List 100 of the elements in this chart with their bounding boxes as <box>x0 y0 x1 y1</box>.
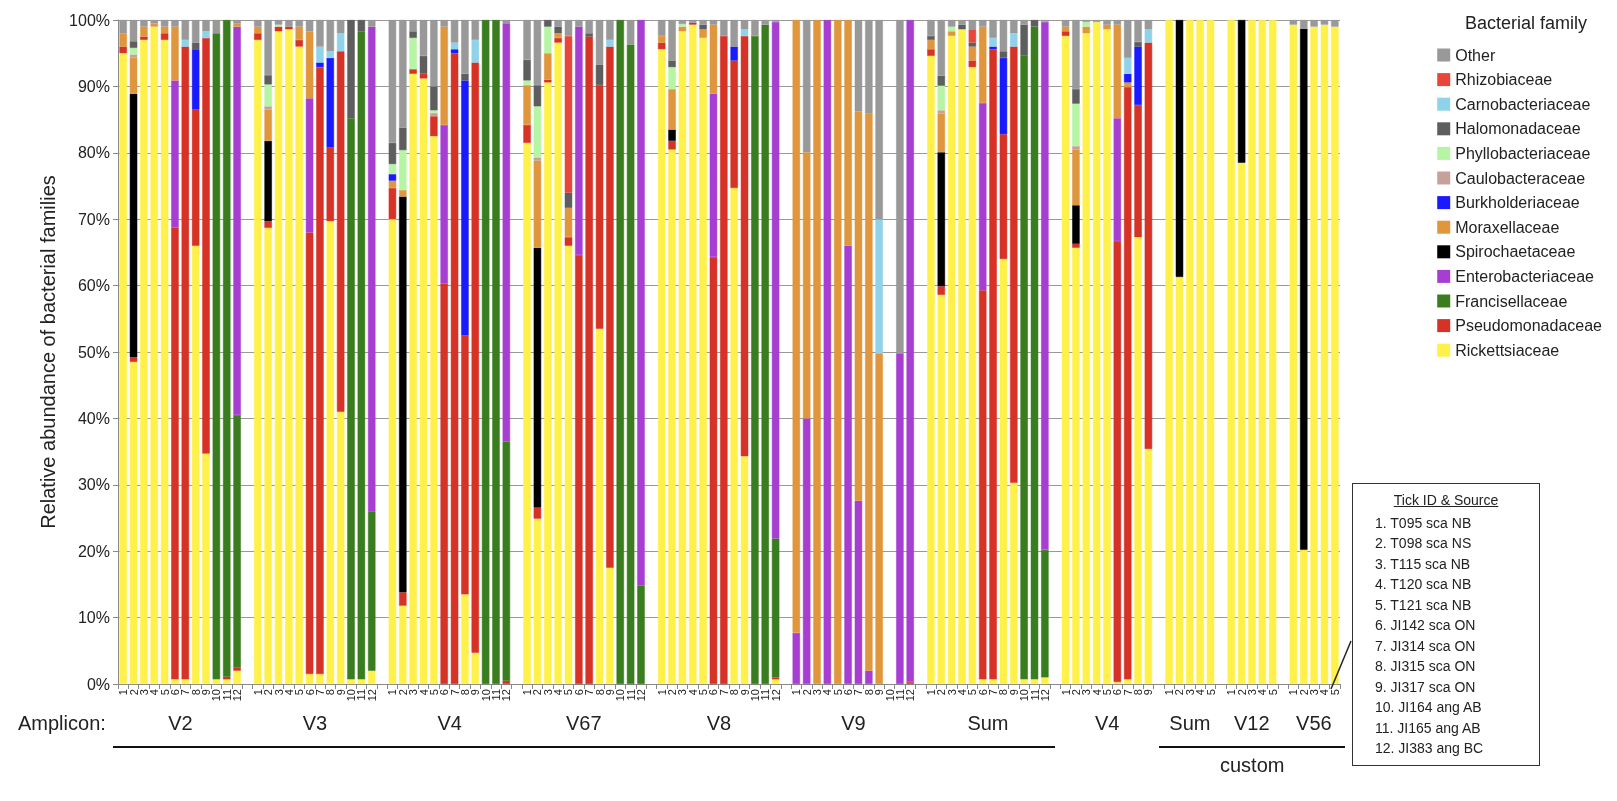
x-tick-label: 6 <box>572 689 585 696</box>
x-tick-label: 9 <box>334 689 347 696</box>
x-tick-label: 6 <box>168 689 181 696</box>
x-tick-label: 5 <box>831 689 844 696</box>
text: 9. JI317 sca ON <box>1374 677 1477 697</box>
legend-label: Caulobacteraceae <box>1455 169 1586 187</box>
x-tick-label: 12 <box>1038 689 1051 702</box>
y-tick-label: 40% <box>77 409 110 427</box>
x-tick-label: 2 <box>1069 689 1082 696</box>
legend-label: Francisellaceae <box>1455 292 1568 310</box>
x-tick-label: 1 <box>924 689 937 696</box>
y-tick-label: 80% <box>77 144 110 162</box>
legend-label: Moraxellaceae <box>1455 218 1560 236</box>
x-tick-label: 8 <box>728 689 741 696</box>
text: custom <box>1219 754 1285 777</box>
x-tick-label: 5 <box>1100 689 1113 696</box>
x-tick-label: 3 <box>1080 689 1093 696</box>
x-tick-label: 11 <box>1028 689 1041 701</box>
x-tick-label: 9 <box>738 689 751 696</box>
text: 7. JI314 sca ON <box>1374 636 1477 656</box>
x-tick-label: 4 <box>1090 689 1103 696</box>
x-tick-label: 8 <box>458 689 471 696</box>
x-tick-label: 7 <box>717 689 730 696</box>
x-tick-label: 1 <box>117 689 130 696</box>
x-tick-label: 7 <box>1121 689 1134 696</box>
x-tick-label: 6 <box>303 689 316 696</box>
x-tick-label: 7 <box>583 689 596 696</box>
y-tick-label: 70% <box>77 210 110 228</box>
x-tick-label: 3 <box>811 689 824 696</box>
x-tick-label: 10 <box>345 689 358 702</box>
x-tick-label: 9 <box>469 689 482 696</box>
x-tick-label: 2 <box>262 689 275 696</box>
x-tick-label: 1 <box>1163 689 1176 696</box>
x-tick-label: 3 <box>407 689 420 696</box>
x-tick-label: 7 <box>448 689 461 696</box>
x-tick-label: 3 <box>676 689 689 696</box>
text: Amplicon: <box>18 712 106 735</box>
y-tick-label: 50% <box>77 343 110 361</box>
x-tick-label: 11 <box>893 689 906 701</box>
x-tick-label: 1 <box>790 689 803 696</box>
x-tick-label: 10 <box>883 689 896 702</box>
text: V56 <box>1296 712 1332 735</box>
y-axis-title: Relative abundance of bacterial families <box>37 175 59 529</box>
text: 8. JI315 sca ON <box>1374 657 1477 676</box>
x-tick-label: 1 <box>1225 689 1238 696</box>
x-tick-label: 2 <box>127 689 140 696</box>
text: 11. JI165 ang AB <box>1374 718 1482 738</box>
x-tick-label: 3 <box>1183 689 1196 696</box>
x-tick-label: 5 <box>1204 689 1217 696</box>
x-tick-label: 10 <box>1018 689 1031 702</box>
x-tick-label: 1 <box>1059 689 1072 696</box>
legend-label: Halomonadaceae <box>1455 120 1581 138</box>
x-tick-label: 3 <box>945 689 958 696</box>
x-tick-label: 4 <box>1256 689 1269 696</box>
x-tick-label: 4 <box>148 689 161 696</box>
text: V4 <box>437 712 462 735</box>
x-tick-label: 1 <box>655 689 668 696</box>
legend-label: Rickettsiaceae <box>1455 341 1560 359</box>
x-tick-label: 11 <box>759 689 772 701</box>
x-tick-label: 9 <box>603 689 616 696</box>
text: 1. T095 sca NB <box>1374 513 1473 533</box>
x-tick-label: 11 <box>355 689 368 701</box>
x-tick-label: 8 <box>997 689 1010 696</box>
legend-label: Other <box>1455 46 1496 64</box>
x-tick-label: 4 <box>552 689 565 696</box>
x-tick-label: 6 <box>1111 689 1124 696</box>
x-tick-label: 7 <box>852 689 865 696</box>
x-tick-label: 4 <box>1318 689 1331 696</box>
x-tick-label: 12 <box>769 689 782 702</box>
x-tick-label: 11 <box>220 689 233 701</box>
x-tick-label: 3 <box>1245 689 1258 696</box>
x-tick-label: 5 <box>966 689 979 696</box>
text: 3. T115 sca NB <box>1374 554 1472 574</box>
text: Sum <box>1169 712 1211 735</box>
x-tick-label: 3 <box>1308 689 1321 696</box>
x-tick-label: 10 <box>748 689 761 702</box>
y-tick-label: 20% <box>77 542 110 560</box>
x-tick-label: 2 <box>800 689 813 696</box>
x-tick-label: 4 <box>956 689 969 696</box>
x-tick-label: 5 <box>293 689 306 696</box>
x-tick-label: 12 <box>500 689 513 702</box>
x-tick-label: 6 <box>976 689 989 696</box>
x-tick-label: 4 <box>1194 689 1207 696</box>
x-tick-label: 2 <box>1235 689 1248 696</box>
y-tick-label: 60% <box>77 277 110 295</box>
x-tick-label: 1 <box>386 689 399 696</box>
x-tick-label: 8 <box>593 689 606 696</box>
x-tick-label: 8 <box>189 689 202 696</box>
x-tick-label: 9 <box>200 689 213 696</box>
x-tick-label: 3 <box>272 689 285 696</box>
x-tick-label: 4 <box>417 689 430 696</box>
legend-label: Carnobacteriaceae <box>1455 95 1591 113</box>
text: V67 <box>566 712 602 735</box>
x-tick-label: 12 <box>634 689 647 702</box>
legend-label: Phyllobacteriaceae <box>1455 144 1591 162</box>
x-tick-label: 1 <box>1287 689 1300 696</box>
x-tick-label: 9 <box>873 689 886 696</box>
x-tick-label: 6 <box>707 689 720 696</box>
x-tick-label: 10 <box>210 689 223 702</box>
x-tick-label: 8 <box>324 689 337 696</box>
